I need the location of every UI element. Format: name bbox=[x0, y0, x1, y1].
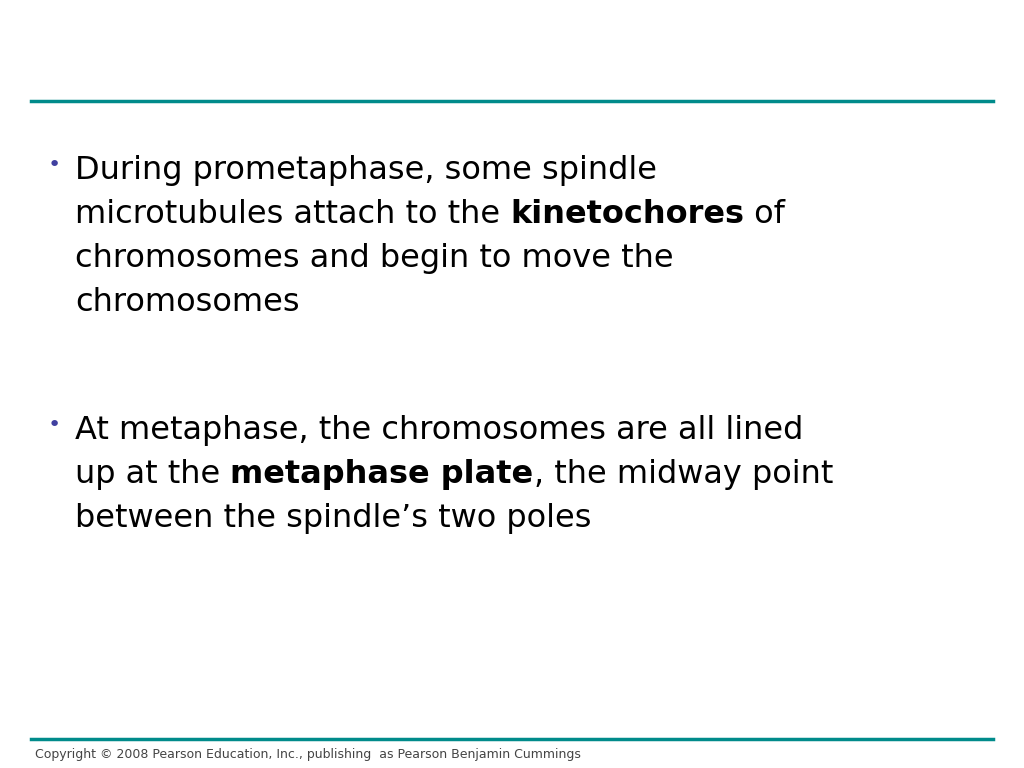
Text: , the midway point: , the midway point bbox=[534, 459, 833, 490]
Text: metaphase plate: metaphase plate bbox=[230, 459, 534, 490]
Text: between the spindle’s two poles: between the spindle’s two poles bbox=[75, 503, 592, 534]
Text: chromosomes and begin to move the: chromosomes and begin to move the bbox=[75, 243, 674, 274]
Text: microtubules attach to the: microtubules attach to the bbox=[75, 199, 510, 230]
Text: •: • bbox=[48, 415, 61, 435]
Text: At metaphase, the chromosomes are all lined: At metaphase, the chromosomes are all li… bbox=[75, 415, 804, 446]
Text: chromosomes: chromosomes bbox=[75, 287, 300, 318]
Text: kinetochores: kinetochores bbox=[510, 199, 744, 230]
Text: •: • bbox=[48, 155, 61, 175]
Text: up at the: up at the bbox=[75, 459, 230, 490]
Text: of: of bbox=[744, 199, 785, 230]
Text: Copyright © 2008 Pearson Education, Inc., publishing  as Pearson Benjamin Cummin: Copyright © 2008 Pearson Education, Inc.… bbox=[35, 748, 581, 761]
Text: During prometaphase, some spindle: During prometaphase, some spindle bbox=[75, 155, 657, 186]
